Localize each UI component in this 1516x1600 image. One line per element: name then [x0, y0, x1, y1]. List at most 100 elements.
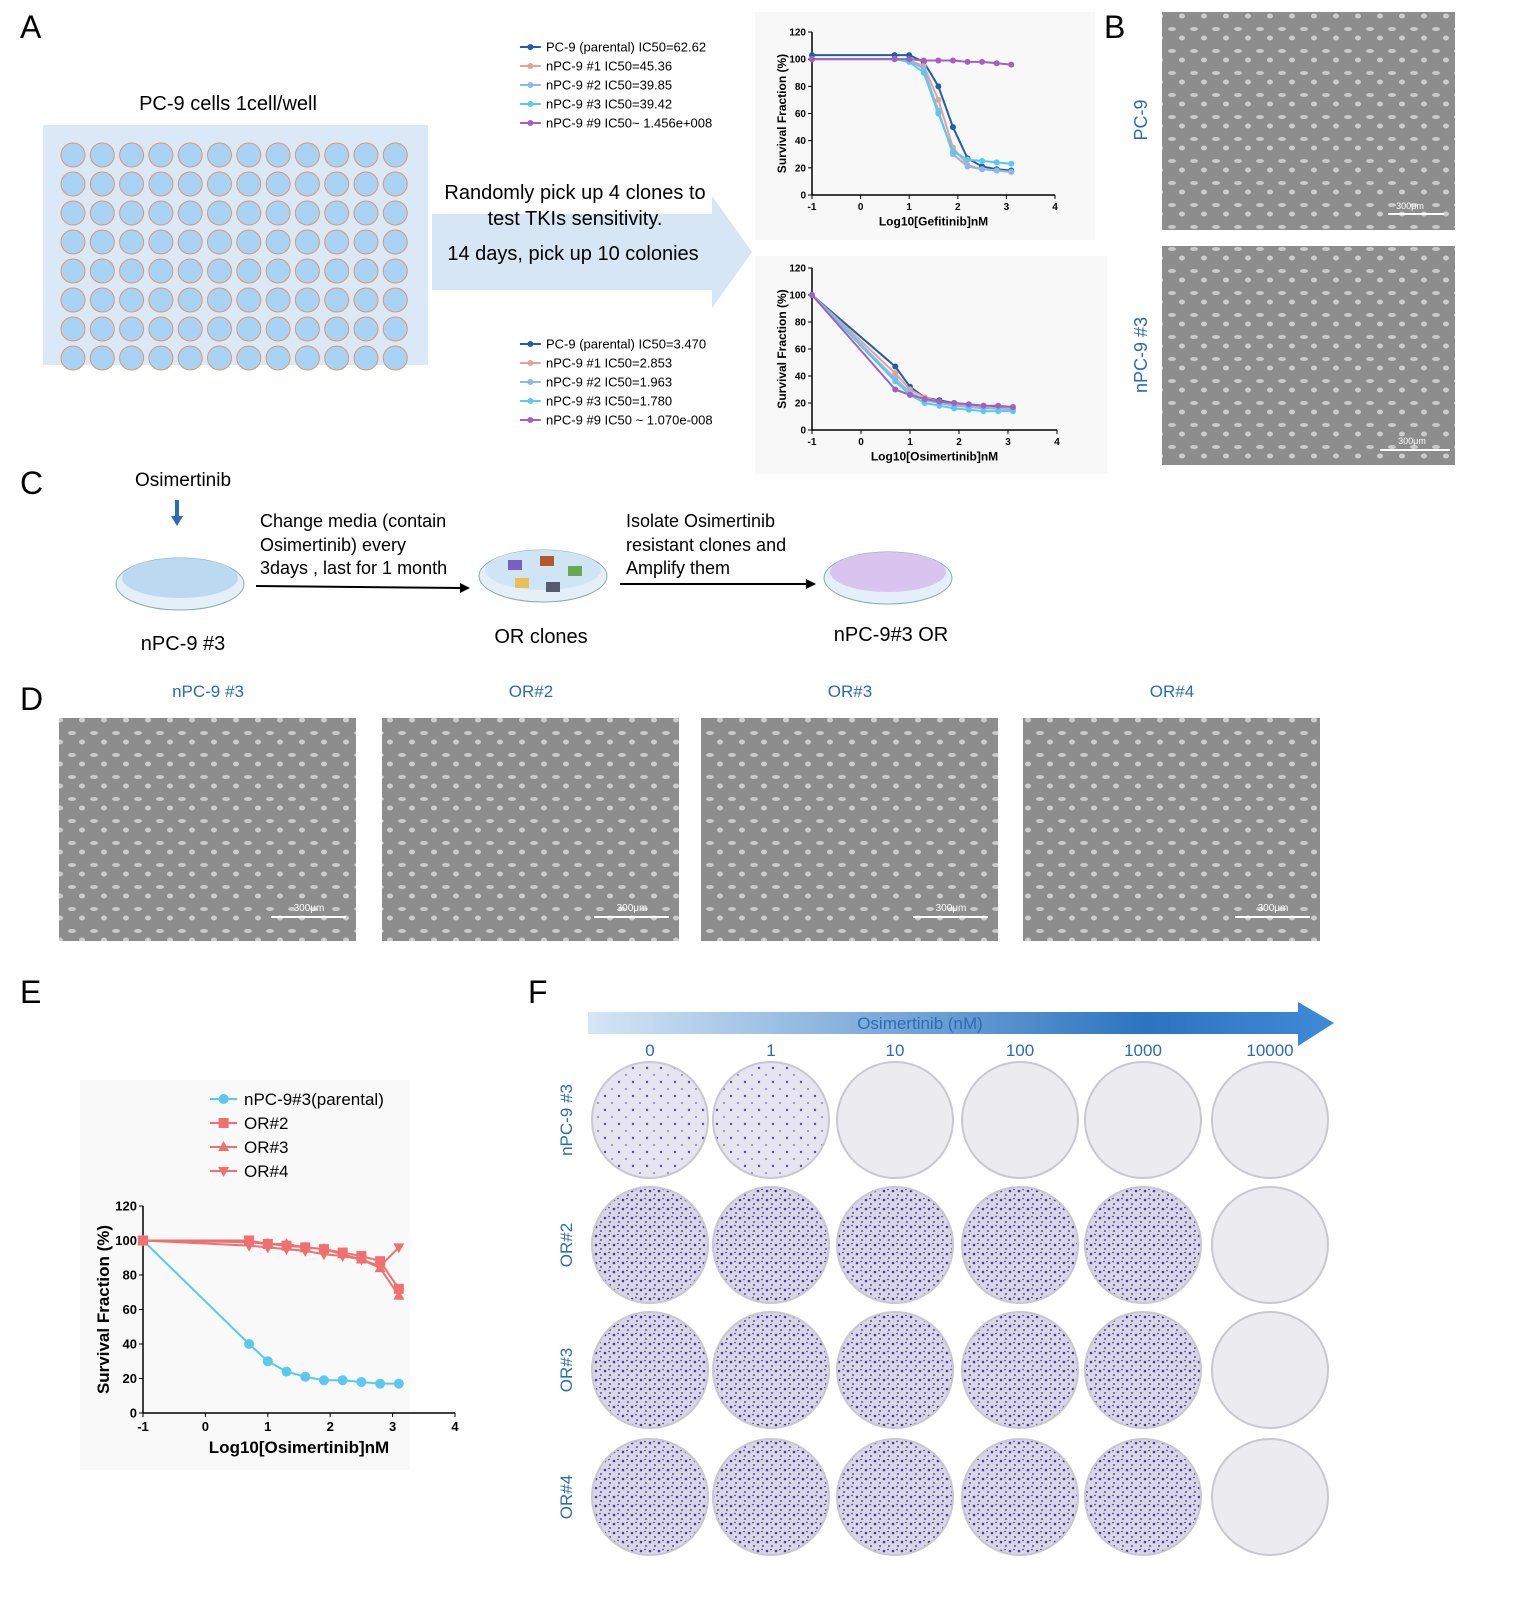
x-tick-label: 1	[907, 437, 913, 448]
legend-marker	[527, 341, 534, 347]
legend-marker	[527, 360, 534, 366]
y-axis-label: Survival Fraction (%)	[775, 289, 789, 408]
legend-label: nPC-9#3(parental)	[244, 1090, 384, 1109]
well	[236, 229, 262, 255]
legend-label: OR#4	[244, 1162, 288, 1181]
x-tick-label: 4	[1052, 202, 1058, 213]
well	[89, 200, 115, 226]
y-tick-label: 0	[800, 426, 806, 437]
legend-label: nPC-9 #2 IC50=39.85	[546, 78, 672, 93]
point	[949, 148, 956, 155]
well	[119, 287, 145, 313]
y-tick-label: 120	[789, 264, 806, 275]
plate-well	[836, 1311, 954, 1429]
x-tick-label: 2	[327, 1419, 334, 1434]
well	[177, 345, 203, 371]
x-tick-label: 0	[858, 437, 864, 448]
well	[207, 142, 232, 168]
y-tick-label: 100	[789, 55, 806, 66]
well	[353, 142, 379, 168]
y-tick-label: 40	[795, 136, 807, 147]
panel-letter: A	[20, 9, 42, 45]
y-axis-label: Survival Fraction (%)	[94, 1225, 113, 1394]
panel-letter: E	[20, 974, 41, 1010]
panel-letter: B	[1104, 9, 1125, 45]
well	[294, 229, 320, 255]
well	[324, 200, 350, 226]
series-line	[812, 58, 1012, 66]
image-title: nPC-9 #3	[172, 682, 244, 701]
well	[294, 142, 320, 168]
legend-marker	[218, 1094, 229, 1104]
well	[148, 345, 174, 371]
legend-label: nPC-9 #9 IC50 ~ 1.070e-008	[546, 413, 713, 428]
well	[60, 200, 86, 226]
well	[236, 200, 262, 226]
point	[995, 408, 1002, 415]
well	[353, 287, 379, 313]
well	[353, 316, 379, 342]
well	[324, 316, 350, 342]
legend-marker	[527, 63, 534, 69]
column-label: 1000	[1124, 1041, 1162, 1060]
well	[353, 171, 379, 197]
plate-well	[712, 1186, 830, 1304]
y-tick-label: 20	[795, 163, 807, 174]
point	[920, 57, 927, 64]
point	[393, 1378, 404, 1389]
point	[951, 405, 958, 412]
point	[1008, 168, 1015, 175]
scale-label: 300μm	[1396, 201, 1424, 211]
plate-well	[1084, 1186, 1202, 1304]
micrograph	[1023, 718, 1320, 941]
point	[355, 1255, 367, 1266]
well	[236, 345, 262, 371]
point	[993, 167, 1000, 174]
chart-background	[80, 1080, 410, 1470]
legend-label: nPC-9 #9 IC50~ 1.456e+008	[546, 116, 712, 131]
point	[356, 1376, 367, 1387]
well	[60, 316, 86, 342]
plate-grid: 0 1 10 100 1000 10000 nPC-9 #3 OR#2 OR#3 OR#4	[557, 1041, 1329, 1556]
well	[236, 171, 262, 197]
well	[353, 229, 379, 255]
point	[809, 292, 815, 298]
well	[324, 171, 350, 197]
well	[119, 171, 145, 197]
well	[207, 316, 232, 342]
clone	[508, 560, 522, 570]
panel-letter: F	[528, 974, 548, 1010]
step-text: Amplify them	[626, 558, 730, 578]
well	[177, 258, 203, 284]
well	[148, 171, 174, 197]
arrow-text: 14 days, pick up 10 colonies	[447, 243, 698, 265]
plate-well	[836, 1061, 954, 1179]
micrograph	[382, 718, 679, 941]
dish-cells	[830, 552, 946, 592]
well	[89, 142, 115, 168]
plate-well	[1211, 1186, 1329, 1304]
well	[265, 229, 291, 255]
plate-well	[1084, 1438, 1202, 1556]
well	[177, 171, 203, 197]
well	[265, 316, 291, 342]
row-label: OR#3	[557, 1348, 576, 1392]
x-tick-label: 3	[389, 1419, 396, 1434]
point	[1008, 61, 1015, 68]
point	[300, 1371, 311, 1382]
series-line	[142, 1239, 399, 1385]
point	[243, 1241, 255, 1252]
scale-label: 300μm	[617, 903, 648, 914]
legend-label: PC-9 (parental) IC50=3.470	[546, 337, 706, 352]
clone	[568, 566, 582, 576]
well	[177, 229, 203, 255]
well	[119, 258, 145, 284]
well	[382, 142, 408, 168]
series-line	[142, 1239, 400, 1268]
well	[294, 171, 320, 197]
point	[374, 1262, 386, 1273]
y-axis-label: Survival Fraction (%)	[775, 54, 789, 173]
legend-marker	[527, 417, 534, 423]
y-tick-label: 40	[795, 372, 807, 383]
point	[964, 163, 971, 170]
